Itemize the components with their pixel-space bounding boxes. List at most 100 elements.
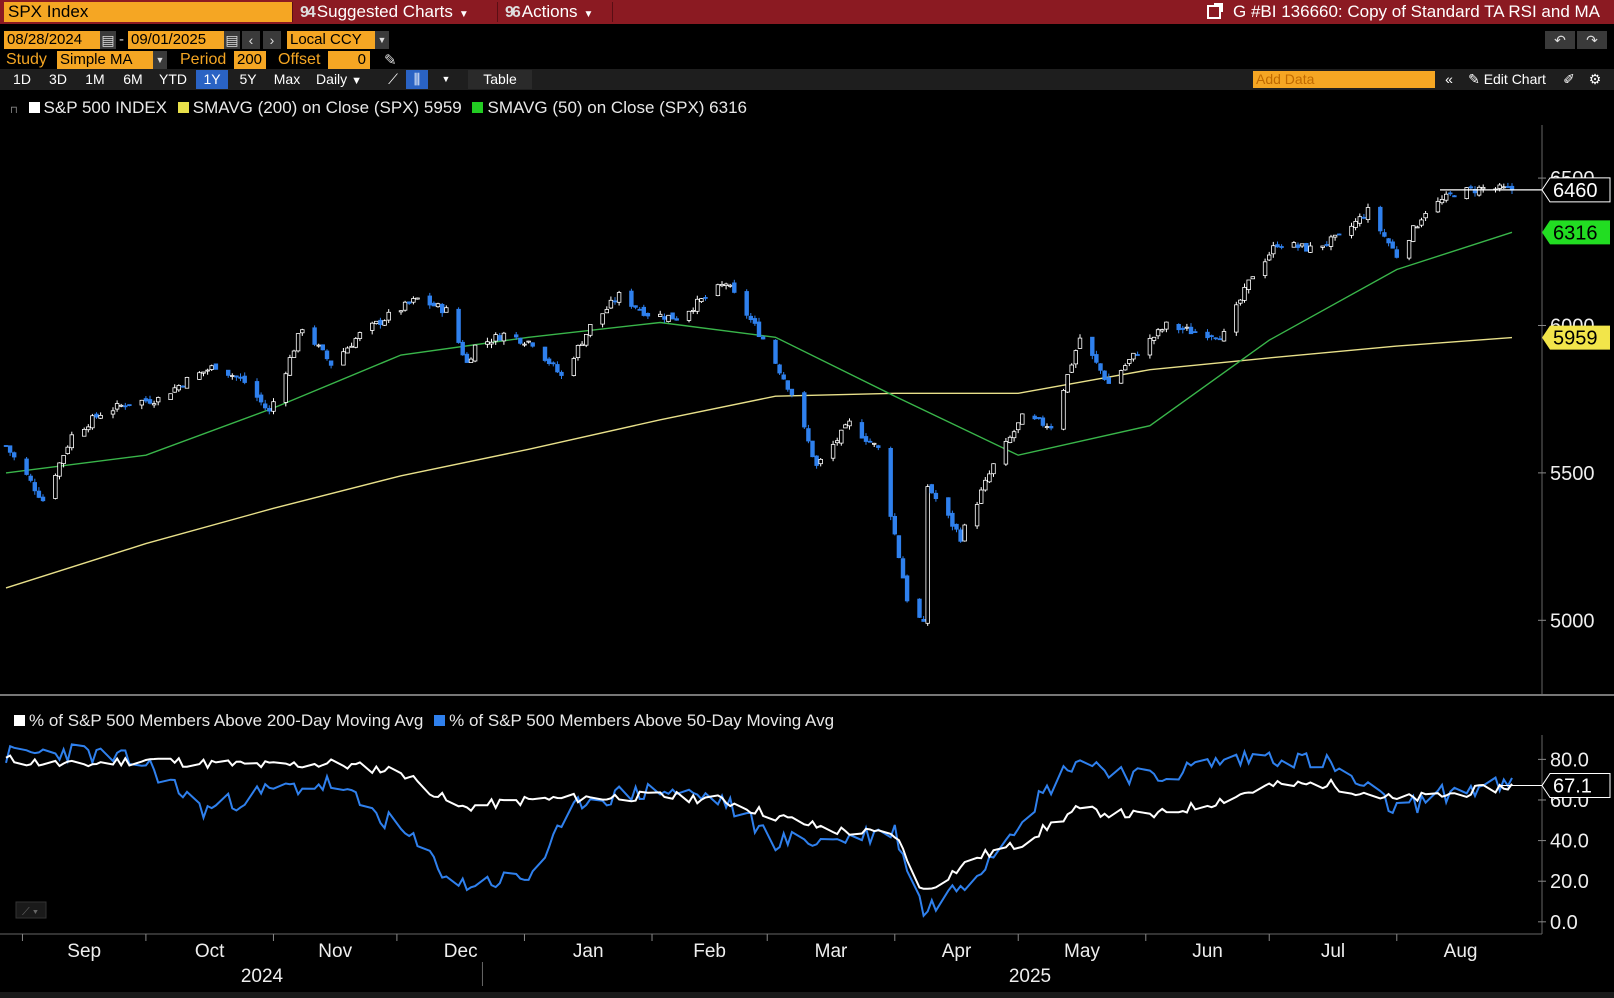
- range-max[interactable]: Max: [273, 71, 301, 87]
- table-button[interactable]: Table: [468, 70, 532, 89]
- pencil-icon: ✎: [1468, 71, 1480, 87]
- candle-body: [1184, 326, 1190, 329]
- end-date-field[interactable]: 09/01/2025: [128, 31, 224, 49]
- candle-body: [748, 315, 753, 320]
- candle-body: [1320, 245, 1325, 248]
- add-data-input[interactable]: Add Data: [1253, 71, 1435, 88]
- candle-body: [7, 445, 13, 453]
- candle-body: [328, 360, 334, 366]
- candle-body: [291, 350, 297, 358]
- candle-body: [406, 301, 412, 304]
- candle-body: [180, 385, 186, 388]
- currency-select[interactable]: Local CCY: [287, 31, 375, 49]
- suggested-charts-menu[interactable]: 94 Suggested Charts ▼: [300, 2, 469, 22]
- frequency-select[interactable]: Daily ▼: [312, 70, 366, 89]
- candle-body: [1234, 304, 1239, 333]
- suggested-charts-label: Suggested Charts: [316, 2, 453, 21]
- candle-body: [629, 290, 634, 307]
- offset-input[interactable]: 0: [328, 51, 370, 69]
- candle-body: [262, 403, 268, 409]
- candle-body: [979, 489, 984, 504]
- candle-body: [1505, 186, 1511, 188]
- next-period-button[interactable]: ›: [263, 31, 281, 49]
- candle-body: [612, 300, 618, 303]
- candle-body: [1135, 354, 1140, 356]
- candle-body: [65, 446, 70, 455]
- price-tag-text: 6460: [1553, 180, 1598, 202]
- candle-body: [954, 523, 959, 530]
- external-link-icon[interactable]: [1207, 3, 1224, 19]
- candle-body: [32, 482, 37, 492]
- range-5y[interactable]: 5Y: [239, 71, 257, 87]
- candle-body: [641, 306, 646, 316]
- range-1d[interactable]: 1D: [13, 71, 31, 87]
- chevron-down-icon[interactable]: ▼: [375, 31, 389, 49]
- month-label: Apr: [942, 941, 972, 962]
- range-ytd[interactable]: YTD: [159, 71, 187, 87]
- candle-body: [213, 363, 219, 370]
- candle-body: [575, 344, 581, 358]
- period-input[interactable]: 200: [234, 51, 266, 69]
- candle-body: [637, 308, 642, 311]
- study-select[interactable]: Simple MA: [57, 51, 153, 69]
- candle-body: [1415, 226, 1420, 229]
- collapse-icon[interactable]: «: [1445, 71, 1453, 87]
- calendar-icon[interactable]: ▤: [224, 31, 240, 49]
- annotate-icon[interactable]: ✐: [1563, 71, 1575, 87]
- candle-body: [946, 497, 951, 516]
- prev-period-button[interactable]: ‹: [242, 31, 260, 49]
- candle-body: [386, 311, 391, 321]
- calendar-icon[interactable]: ▤: [100, 31, 116, 49]
- month-label: Sep: [67, 941, 101, 962]
- range-1m[interactable]: 1M: [85, 71, 105, 87]
- pencil-icon[interactable]: ✎: [384, 52, 397, 69]
- candle-body: [1452, 195, 1457, 198]
- candle-body: [904, 575, 910, 602]
- gear-icon[interactable]: ⚙: [1588, 71, 1602, 87]
- candle-body: [230, 375, 235, 377]
- candle-body: [353, 338, 358, 348]
- candle-body: [1123, 365, 1128, 371]
- actions-menu[interactable]: 96 Actions ▼: [505, 2, 593, 22]
- candle-body: [1481, 186, 1486, 190]
- range-6m[interactable]: 6M: [123, 71, 143, 87]
- candle-body: [1304, 242, 1309, 252]
- legend-breadth50: % of S&P 500 Members Above 50-Day Moving…: [449, 711, 835, 730]
- candle-body: [1020, 413, 1025, 425]
- candle-body: [588, 323, 593, 336]
- price-tag: 6460: [1541, 177, 1611, 203]
- redo-button[interactable]: ↷: [1577, 31, 1607, 49]
- candle-body: [254, 381, 260, 398]
- range-1y[interactable]: 1Y: [196, 70, 228, 89]
- month-label: Jan: [573, 941, 604, 962]
- start-date-field[interactable]: 08/28/2024: [4, 31, 100, 49]
- offset-label: Offset: [278, 51, 321, 68]
- candle-body: [1262, 261, 1268, 276]
- legend-toggle-icon[interactable]: ⊓: [10, 105, 18, 116]
- candle-body: [155, 397, 161, 403]
- candle-body: [674, 318, 679, 321]
- month-label: May: [1064, 941, 1100, 962]
- range-3d[interactable]: 3D: [49, 71, 67, 87]
- breadth-tick-label: 0.0: [1550, 912, 1578, 934]
- line-chart-icon[interactable]: ⟋: [388, 71, 398, 87]
- candle-body: [472, 344, 478, 362]
- ticker-input[interactable]: SPX Index: [4, 2, 292, 22]
- chart-type-mini-button[interactable]: [15, 901, 47, 919]
- edit-chart-button[interactable]: ✎ Edit Chart: [1464, 70, 1550, 89]
- candle-body: [258, 394, 264, 403]
- candle-body: [489, 341, 494, 345]
- candle-body: [1061, 389, 1066, 430]
- candle-body: [1275, 244, 1280, 248]
- candle-body: [1238, 299, 1243, 304]
- chevron-down-icon[interactable]: ▼: [441, 74, 451, 84]
- candle-body: [1394, 249, 1399, 258]
- candle-body: [1151, 336, 1157, 341]
- candlestick-icon[interactable]: ⫼: [406, 70, 428, 89]
- chevron-down-icon[interactable]: ▼: [153, 51, 167, 69]
- candle-body: [1205, 331, 1210, 339]
- candle-body: [514, 334, 519, 338]
- undo-button[interactable]: ↶: [1545, 31, 1575, 49]
- candle-body: [600, 313, 605, 325]
